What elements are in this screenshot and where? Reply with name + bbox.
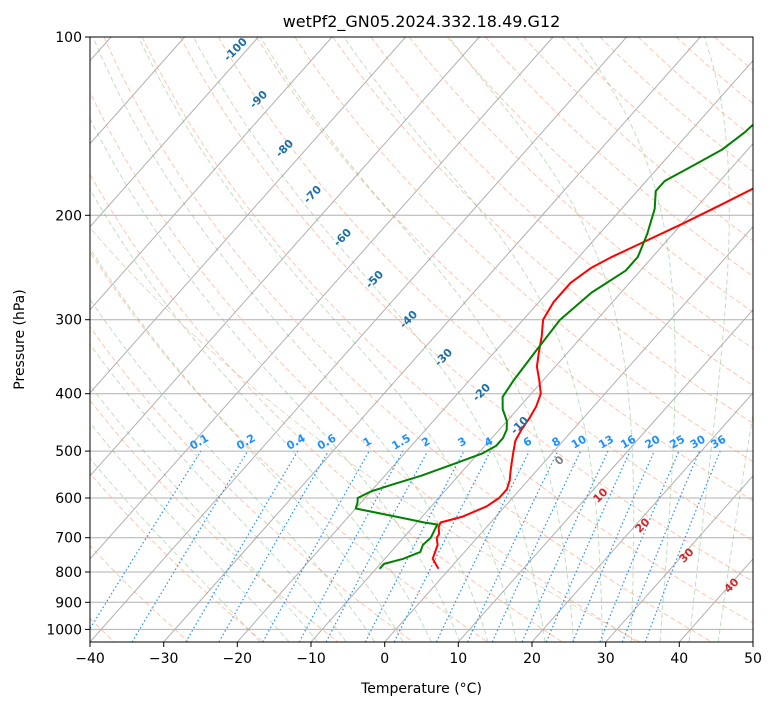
x-tick-label: −20: [223, 651, 253, 667]
x-tick-label: 10: [449, 651, 467, 667]
y-tick-label: 100: [55, 30, 82, 46]
x-tick-label: −10: [296, 651, 326, 667]
y-tick-label: 700: [55, 531, 82, 547]
y-tick-label: 1000: [46, 622, 82, 638]
x-tick-label: −30: [149, 651, 179, 667]
y-axis-label: Pressure (hPa): [12, 289, 28, 389]
y-tick-label: 300: [55, 313, 82, 329]
x-axis-label: Temperature (°C): [360, 681, 482, 697]
x-tick-label: 30: [597, 651, 615, 667]
y-tick-label: 800: [55, 565, 82, 581]
x-tick-label: 20: [523, 651, 541, 667]
chart-title: wetPf2_GN05.2024.332.18.49.G12: [283, 12, 561, 32]
y-tick-label: 900: [55, 595, 82, 611]
x-tick-label: 40: [670, 651, 688, 667]
y-tick-label: 600: [55, 491, 82, 507]
x-tick-label: 50: [744, 651, 762, 667]
y-tick-label: 500: [55, 444, 82, 460]
y-tick-label: 400: [55, 387, 82, 403]
x-tick-label: −40: [75, 651, 105, 667]
x-tick-label: 0: [380, 651, 389, 667]
y-tick-label: 200: [55, 208, 82, 224]
